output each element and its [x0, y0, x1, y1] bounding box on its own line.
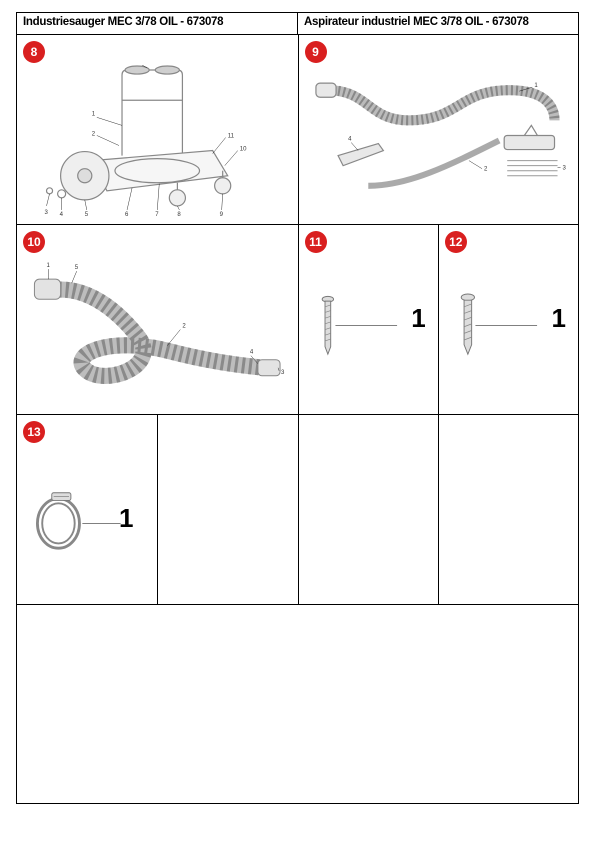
- row-2: 10 1 5 2 3: [17, 225, 578, 415]
- svg-text:2: 2: [182, 323, 186, 329]
- cell-12: 12 1: [438, 225, 578, 414]
- svg-text:5: 5: [85, 212, 89, 216]
- svg-text:2: 2: [92, 131, 96, 137]
- diagram-hose: 1 5 2 3 4: [25, 255, 290, 406]
- svg-text:11: 11: [228, 133, 235, 139]
- bubble-13: 13: [23, 421, 45, 443]
- diagram-trolley: 1 2 3 4 5 6 7 8 9 10 11 12: [25, 65, 290, 216]
- svg-text:4: 4: [348, 137, 352, 143]
- svg-text:3: 3: [45, 210, 49, 216]
- qty-11: 1: [411, 303, 425, 334]
- cell-empty-large: [17, 605, 578, 803]
- svg-text:1: 1: [92, 111, 96, 117]
- cell-9: 9: [298, 35, 579, 224]
- svg-text:2: 2: [484, 167, 488, 173]
- row-3: 13 1: [17, 415, 578, 605]
- svg-text:7: 7: [155, 212, 159, 216]
- svg-text:4: 4: [60, 212, 64, 216]
- row-4: [17, 605, 578, 803]
- svg-text:6: 6: [125, 212, 129, 216]
- svg-text:8: 8: [177, 212, 181, 216]
- bubble-9: 9: [305, 41, 327, 63]
- diagram-accessories: 1 2 3 4: [307, 65, 571, 216]
- qty-13: 1: [119, 503, 133, 534]
- cell-empty-3: [438, 415, 578, 604]
- bubble-10: 10: [23, 231, 45, 253]
- qty-12: 1: [552, 303, 566, 334]
- bubble-8: 8: [23, 41, 45, 63]
- cell-empty-1: [157, 415, 297, 604]
- svg-text:4: 4: [250, 350, 254, 356]
- svg-text:10: 10: [240, 147, 247, 153]
- row-1: 8: [17, 35, 578, 225]
- cell-8: 8: [17, 35, 298, 224]
- svg-text:1: 1: [534, 83, 538, 89]
- svg-text:5: 5: [75, 265, 79, 271]
- header-left: Industriesauger MEC 3/78 OIL - 673078: [17, 13, 297, 34]
- cell-10: 10 1 5 2 3: [17, 225, 298, 414]
- header-row: Industriesauger MEC 3/78 OIL - 673078 As…: [17, 13, 578, 35]
- bubble-12: 12: [445, 231, 467, 253]
- svg-text:3: 3: [562, 166, 566, 172]
- cell-empty-2: [298, 415, 438, 604]
- cell-13: 13 1: [17, 415, 157, 604]
- svg-text:9: 9: [220, 212, 224, 216]
- header-right: Aspirateur industriel MEC 3/78 OIL - 673…: [297, 13, 578, 34]
- parts-sheet: Industriesauger MEC 3/78 OIL - 673078 As…: [16, 12, 579, 804]
- svg-text:3: 3: [281, 370, 285, 376]
- cell-11: 11 1: [298, 225, 438, 414]
- svg-text:1: 1: [47, 263, 51, 269]
- bubble-11: 11: [305, 231, 327, 253]
